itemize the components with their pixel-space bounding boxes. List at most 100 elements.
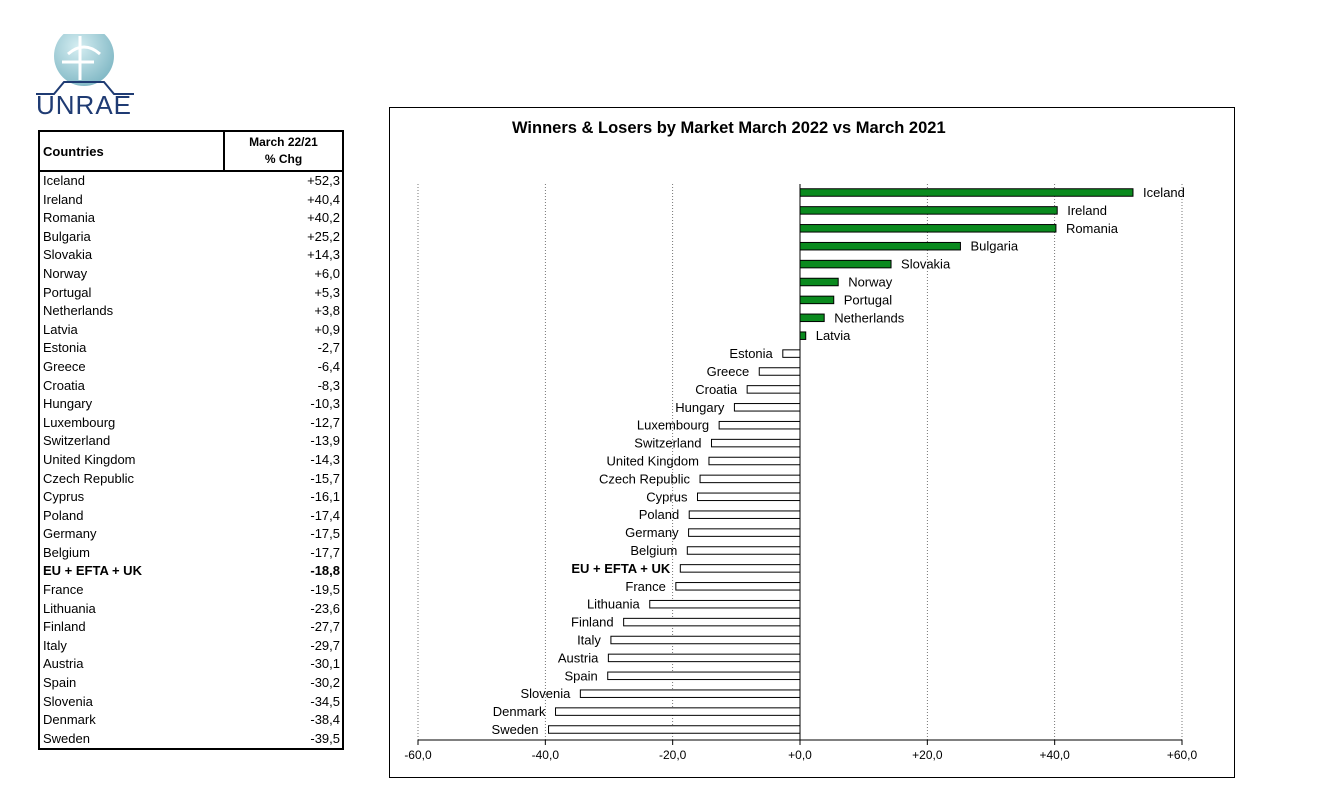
change-cell: +25,2 xyxy=(307,228,340,244)
table-row: Bulgaria +25,2 xyxy=(40,228,342,247)
bar-label: Czech Republic xyxy=(599,471,691,486)
bar-label: Denmark xyxy=(493,704,546,719)
change-cell: -16,1 xyxy=(310,489,340,505)
table-row: Italy -29,7 xyxy=(40,637,342,656)
country-cell: Slovenia xyxy=(43,693,93,709)
change-cell: -17,5 xyxy=(310,526,340,542)
bar-label: Germany xyxy=(625,525,679,540)
table-row: Lithuania -23,6 xyxy=(40,600,342,619)
x-tick-label: +0,0 xyxy=(788,748,812,762)
bar-label: Bulgaria xyxy=(970,239,1018,254)
bar-label: Iceland xyxy=(1143,185,1185,200)
bar-label: Greece xyxy=(707,364,750,379)
bar-label: Spain xyxy=(564,668,597,683)
table-row: Poland -17,4 xyxy=(40,507,342,526)
bar xyxy=(708,456,801,466)
table-row: EU + EFTA + UK -18,8 xyxy=(40,562,342,581)
bar xyxy=(675,582,801,591)
table-row: Belgium -17,7 xyxy=(40,544,342,563)
table-row: Czech Republic -15,7 xyxy=(40,470,342,489)
table-row: Cyprus -16,1 xyxy=(40,488,342,507)
table-row: Austria -30,1 xyxy=(40,655,342,674)
country-cell: France xyxy=(43,582,84,598)
bar-label: France xyxy=(625,579,665,594)
country-cell: Denmark xyxy=(43,712,96,728)
bar-label: Latvia xyxy=(816,328,851,343)
country-cell: Portugal xyxy=(43,284,92,300)
country-cell: Norway xyxy=(43,265,88,281)
table-row: Spain -30,2 xyxy=(40,674,342,693)
country-cell: Sweden xyxy=(43,730,90,746)
table-row: Netherlands +3,8 xyxy=(40,302,342,321)
bar xyxy=(688,510,801,519)
bar-label: Sweden xyxy=(492,722,539,737)
table-row: Denmark -38,4 xyxy=(40,711,342,730)
country-cell: Estonia xyxy=(43,340,87,356)
change-cell: +40,2 xyxy=(307,210,340,226)
country-cell: Lithuania xyxy=(43,600,96,616)
table-row: Norway +6,0 xyxy=(40,265,342,284)
country-cell: Italy xyxy=(43,637,67,653)
table-row: France -19,5 xyxy=(40,581,342,600)
bar xyxy=(799,277,839,287)
bar xyxy=(782,349,801,358)
change-cell: -38,4 xyxy=(310,712,340,728)
bar xyxy=(799,313,825,323)
change-cell: +52,3 xyxy=(307,173,340,188)
bar-label: United Kingdom xyxy=(606,454,699,469)
country-cell: Ireland xyxy=(43,191,83,207)
x-tick-label: -60,0 xyxy=(404,748,432,762)
change-cell: -17,7 xyxy=(310,544,340,560)
bar xyxy=(733,403,801,412)
bar xyxy=(711,438,801,448)
change-cell: -17,4 xyxy=(310,507,340,523)
bar-label: Estonia xyxy=(729,346,773,361)
bar xyxy=(607,653,801,663)
bar xyxy=(799,241,961,251)
x-tick-label: -20,0 xyxy=(659,748,687,762)
bar xyxy=(686,546,801,555)
bar xyxy=(799,224,1057,233)
bar-label: Ireland xyxy=(1067,203,1107,218)
country-cell: Croatia xyxy=(43,377,85,393)
bar xyxy=(799,206,1058,215)
bar xyxy=(746,385,801,394)
country-cell: Romania xyxy=(43,210,96,226)
table-row: Germany -17,5 xyxy=(40,525,342,544)
bar xyxy=(555,707,801,716)
logo-text: UNRAE xyxy=(36,90,133,120)
bar-label: Poland xyxy=(639,507,679,522)
bar xyxy=(679,564,801,573)
chart-frame xyxy=(389,107,1235,778)
change-cell: -8,3 xyxy=(317,377,340,393)
country-cell: Greece xyxy=(43,358,86,374)
table-row: Romania +40,2 xyxy=(40,209,342,228)
change-cell: +6,0 xyxy=(314,265,340,281)
table-header: Countries March 22/21 % Chg xyxy=(40,132,342,172)
table-row: Greece -6,4 xyxy=(40,358,342,377)
bar xyxy=(607,671,801,681)
bar xyxy=(688,528,801,537)
change-cell: +0,9 xyxy=(314,321,340,337)
period-header: March 22/21 xyxy=(249,135,318,149)
country-cell: Slovakia xyxy=(43,247,93,263)
unit-header: % Chg xyxy=(264,152,303,166)
country-cell: Spain xyxy=(43,675,77,691)
country-cell: Latvia xyxy=(43,321,78,337)
table-row: Switzerland -13,9 xyxy=(40,432,342,451)
change-cell: -10,3 xyxy=(310,396,340,412)
table-row: Iceland +52,3 xyxy=(40,172,342,191)
table-row: Luxembourg -12,7 xyxy=(40,414,342,433)
countries-table: Countries March 22/21 % Chg Iceland +52,3… xyxy=(38,130,344,751)
bar-label: Luxembourg xyxy=(637,418,709,433)
bar-label: Finland xyxy=(571,615,614,630)
bar xyxy=(623,617,801,627)
bar xyxy=(548,725,801,734)
bar xyxy=(799,188,1134,197)
country-cell: Finland xyxy=(43,619,86,635)
bar xyxy=(799,295,835,305)
change-header: March 22/21 % Chg xyxy=(225,132,342,170)
table-row: Estonia -2,7 xyxy=(40,339,342,358)
table-row: Latvia +0,9 xyxy=(40,321,342,340)
